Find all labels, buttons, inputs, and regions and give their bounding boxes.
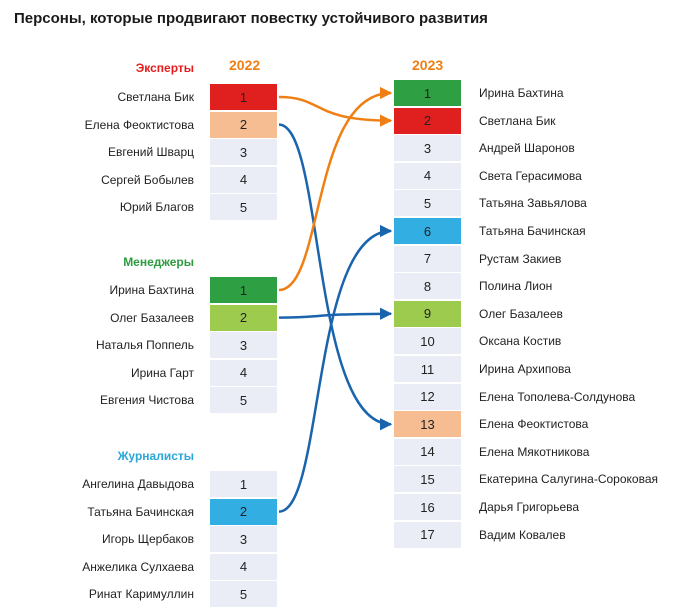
rank-cell-2023: 10 [394, 328, 461, 355]
rank-cell-2022: 3 [210, 139, 277, 166]
rank-cell-2022: 2 [210, 304, 277, 331]
person-name-2023: Андрей Шаронов [479, 141, 575, 156]
person-name-2023: Елена Тополева-Солдунова [479, 389, 636, 404]
person-name-2023: Татьяна Завьялова [479, 196, 587, 211]
transition-arrow [278, 224, 393, 513]
transition-arrow [278, 123, 393, 431]
category-label: Менеджеры [123, 255, 194, 269]
rank-cell-2023: 13 [394, 411, 461, 438]
rank-cell-2023: 11 [394, 356, 461, 382]
rank-cell-2022: 1 [210, 277, 277, 303]
person-name-2022: Ирина Бахтина [109, 283, 194, 297]
person-name-2023: Света Герасимова [479, 168, 582, 183]
person-name-2022: Анжелика Сулхаева [82, 559, 194, 574]
category-label: Эксперты [135, 61, 194, 75]
year-2023-label: 2023 [412, 57, 444, 73]
person-name-2023: Ирина Бахтина [479, 86, 564, 100]
person-name-2023: Елена Феоктистова [479, 417, 589, 432]
person-name-2022: Евгения Чистова [100, 393, 194, 408]
person-name-2023: Елена Мякотникова [479, 444, 590, 459]
rank-cell-2023: 8 [394, 273, 461, 300]
rank-cell-2023: 3 [394, 135, 461, 162]
person-name-2023: Светлана Бик [479, 113, 556, 128]
person-name-2023: Татьяна Бачинская [479, 224, 586, 238]
transition-arrow [278, 307, 393, 321]
person-name-2023: Дарья Григорьева [479, 500, 580, 514]
person-name-2022: Юрий Благов [119, 200, 194, 215]
person-name-2023: Екатерина Салугина-Сороковая [479, 472, 658, 487]
rank-cell-2023: 15 [394, 466, 461, 493]
person-name-2023: Вадим Ковалев [479, 527, 566, 542]
rank-cell-2022: 4 [210, 359, 277, 386]
person-name-2022: Евгений Шварц [108, 145, 194, 160]
rank-cell-2023: 17 [394, 521, 461, 548]
person-name-2022: Светлана Бик [117, 90, 194, 104]
rank-cell-2023: 1 [394, 80, 461, 106]
rank-cell-2023: 6 [394, 218, 461, 244]
rank-cell-2023: 9 [394, 300, 461, 327]
rank-cell-2022: 1 [210, 471, 277, 497]
person-name-2022: Ринат Каримуллин [88, 587, 194, 602]
rank-cell-2022: 4 [210, 166, 277, 193]
rank-cell-2023: 7 [394, 245, 461, 272]
rank-cell-2022: 5 [210, 194, 277, 221]
rank-cell-2022: 2 [210, 111, 277, 138]
person-name-2023: Рустам Закиев [479, 251, 562, 266]
page-title: Персоны, которые продвигают повестку уст… [14, 10, 488, 27]
person-name-2022: Сергей Бобылев [101, 172, 194, 187]
person-name-2022: Ирина Гарт [130, 365, 194, 380]
rank-cell-2023: 5 [394, 190, 461, 217]
rank-cell-2022: 3 [210, 332, 277, 359]
category-label: Журналисты [117, 449, 194, 463]
rank-cell-2022: 5 [210, 387, 277, 414]
year-2022-label: 2022 [229, 57, 261, 73]
person-name-2022: Ангелина Давыдова [82, 477, 194, 491]
person-name-2022: Игорь Щербаков [102, 532, 194, 547]
rank-cell-2022: 3 [210, 526, 277, 553]
person-name-2023: Ирина Архипова [479, 362, 571, 376]
person-name-2022: Наталья Поппель [95, 338, 194, 353]
rank-cell-2022: 2 [210, 498, 277, 525]
rank-cell-2023: 4 [394, 162, 461, 189]
rank-cell-2023: 2 [394, 107, 461, 134]
person-name-2023: Полина Лион [479, 279, 553, 294]
person-name-2022: Татьяна Бачинская [87, 504, 194, 519]
rank-cell-2022: 4 [210, 553, 277, 580]
rank-cell-2022: 1 [210, 84, 277, 110]
person-name-2023: Оксана Костив [479, 334, 562, 349]
rank-cell-2022: 5 [210, 581, 277, 608]
person-name-2022: Елена Феоктистова [84, 117, 194, 132]
rank-cell-2023: 16 [394, 494, 461, 520]
person-name-2023: Олег Базалеев [479, 306, 563, 321]
transition-arrow [278, 95, 393, 127]
rank-cell-2023: 12 [394, 383, 461, 410]
transition-arrow [278, 86, 393, 292]
person-name-2022: Олег Базалеев [110, 310, 194, 325]
rank-cell-2023: 14 [394, 438, 461, 465]
